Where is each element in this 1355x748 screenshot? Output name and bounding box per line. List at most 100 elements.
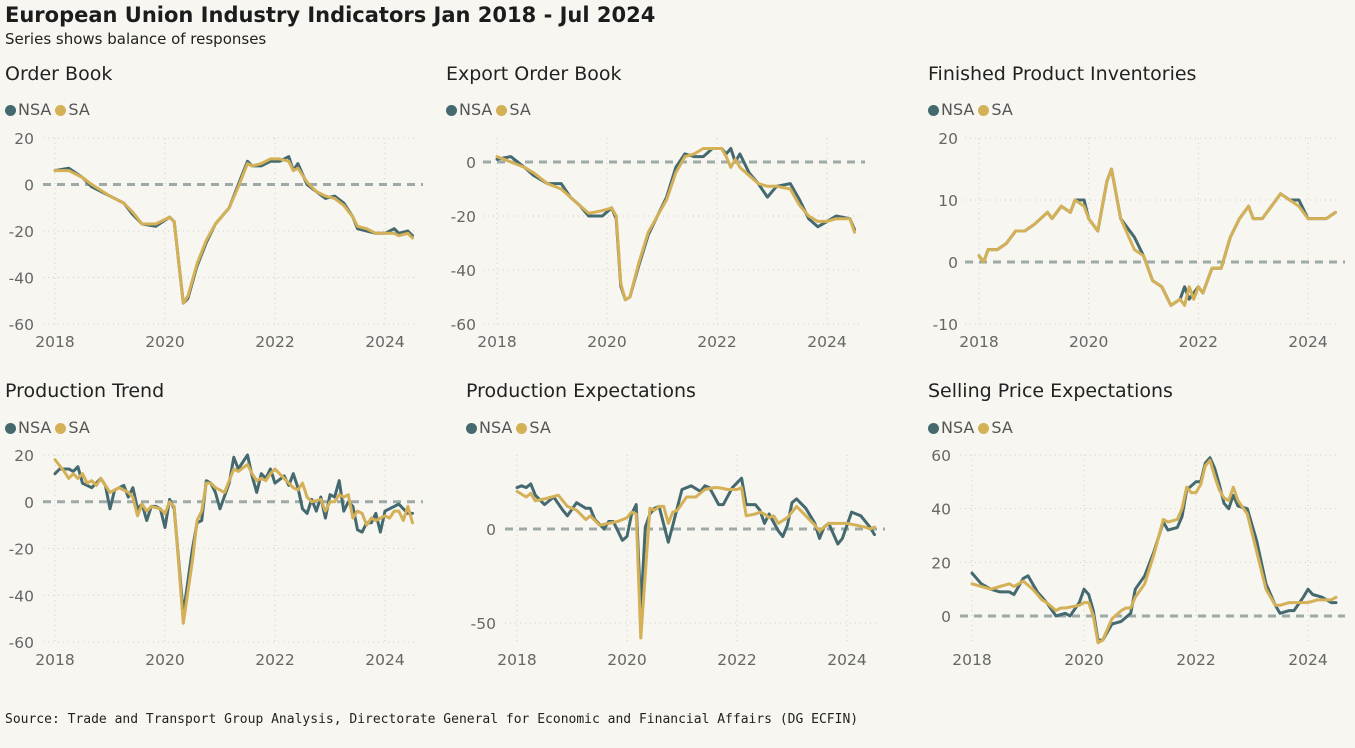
legend-item-sa: SA [55,418,90,437]
legend-label: SA [991,100,1013,119]
y-tick-label: -40 [9,587,34,605]
production-expectations-legend: NSA SA [466,418,555,437]
export-order-book-title: Export Order Book [446,63,622,85]
legend-dot-icon [978,423,990,434]
x-tick-label: 2022 [1179,333,1218,351]
y-tick-label: 60 [931,447,951,465]
page-title: European Union Industry Indicators Jan 2… [5,3,656,27]
y-tick-label: 10 [938,192,958,210]
x-tick-label: 2022 [255,333,294,351]
y-tick-label: 0 [948,254,958,272]
y-tick-label: -60 [451,316,476,334]
y-tick-label: 0 [24,177,34,195]
legend-dot-icon [516,423,528,434]
y-tick-label: 20 [14,130,34,148]
series-line-sa [53,157,414,305]
legend-label: SA [68,100,90,119]
x-tick-label: 2018 [477,333,516,351]
finished-product-inventories-legend: NSA SA [928,100,1017,119]
x-tick-label: 2020 [145,333,184,351]
y-tick-label: -20 [9,541,34,559]
series-line-sa [495,147,856,302]
production-expectations-title: Production Expectations [466,380,696,402]
y-tick-label: 20 [14,447,34,465]
legend-label: SA [509,100,531,119]
y-tick-label: -40 [9,270,34,288]
source-note: Source: Trade and Transport Group Analys… [5,712,859,727]
legend-item-nsa: NSA [928,418,974,437]
y-tick-label: -20 [451,208,476,226]
x-tick-label: 2020 [1069,333,1108,351]
production-trend-title: Production Trend [5,380,165,402]
legend-dot-icon [496,105,508,116]
legend-label: NSA [18,100,52,119]
series-line-sa [515,486,876,640]
y-tick-label: -20 [9,223,34,241]
production-trend-chart: 2018 2020 2022 2024 20 0 -20 -40 -60 [9,447,423,669]
legend-dot-icon [55,105,67,116]
legend-dot-icon [466,423,477,434]
legend-label: NSA [459,100,493,119]
legend-item-sa: SA [496,100,531,119]
legend-label: NSA [18,418,52,437]
page-subtitle: Series shows balance of responses [5,30,267,48]
x-tick-label: 2020 [145,651,184,669]
x-tick-label: 2022 [697,333,736,351]
legend-item-nsa: NSA [5,100,51,119]
production-expectations-chart: 2018 2020 2022 2024 0 -50 [471,455,885,669]
series-line-sa [970,458,1338,645]
legend-dot-icon [55,423,67,434]
x-tick-label: 2018 [952,651,991,669]
y-tick-label: -50 [471,615,496,633]
selling-price-expectations-title: Selling Price Expectations [928,380,1173,402]
order-book-chart: 2018 2020 2022 2024 20 0 -20 -40 -60 [9,130,423,351]
legend-dot-icon [928,105,939,116]
selling-price-expectations-chart: 2018 2020 2022 2024 60 40 20 0 [931,447,1345,669]
legend-label: NSA [941,418,975,437]
y-tick-label: -60 [9,316,34,334]
legend-item-nsa: NSA [5,418,51,437]
x-tick-label: 2022 [717,651,756,669]
legend-dot-icon [928,423,939,434]
legend-item-nsa: NSA [446,100,492,119]
x-tick-label: 2024 [827,651,866,669]
production-trend-legend: NSA SA [5,418,94,437]
order-book-title: Order Book [5,63,113,85]
x-tick-label: 2022 [1176,651,1215,669]
series-line-nsa [515,476,876,612]
finished-product-inventories-title: Finished Product Inventories [928,63,1197,85]
y-tick-label: -60 [9,634,34,652]
y-tick-label: 0 [466,154,476,172]
finished-product-inventories-chart: 2018 2020 2022 2024 20 10 0 -10 [933,130,1345,351]
legend-label: NSA [941,100,975,119]
legend-item-nsa: NSA [466,418,512,437]
x-tick-label: 2024 [807,333,846,351]
selling-price-expectations-legend: NSA SA [928,418,1017,437]
series-line-nsa [53,155,414,305]
x-tick-label: 2024 [365,333,404,351]
series-line-sa [53,458,414,625]
y-tick-label: 40 [931,501,951,519]
y-tick-label: -40 [451,262,476,280]
y-tick-label: 0 [486,521,496,539]
legend-item-nsa: NSA [928,100,974,119]
legend-label: SA [529,418,551,437]
y-tick-label: -10 [933,316,958,334]
y-tick-label: 0 [24,494,34,512]
x-tick-label: 2018 [35,333,74,351]
legend-label: SA [991,418,1013,437]
series-line-nsa [970,456,1338,642]
legend-dot-icon [5,423,16,434]
y-tick-label: 20 [931,554,951,572]
x-tick-label: 2024 [1288,651,1327,669]
legend-item-sa: SA [55,100,90,119]
export-order-book-legend: NSA SA [446,100,535,119]
x-tick-label: 2024 [1288,333,1327,351]
series-line-nsa [53,453,414,616]
x-tick-label: 2020 [607,651,646,669]
x-tick-label: 2018 [497,651,536,669]
legend-dot-icon [446,105,457,116]
legend-label: NSA [479,418,513,437]
x-tick-label: 2020 [1064,651,1103,669]
